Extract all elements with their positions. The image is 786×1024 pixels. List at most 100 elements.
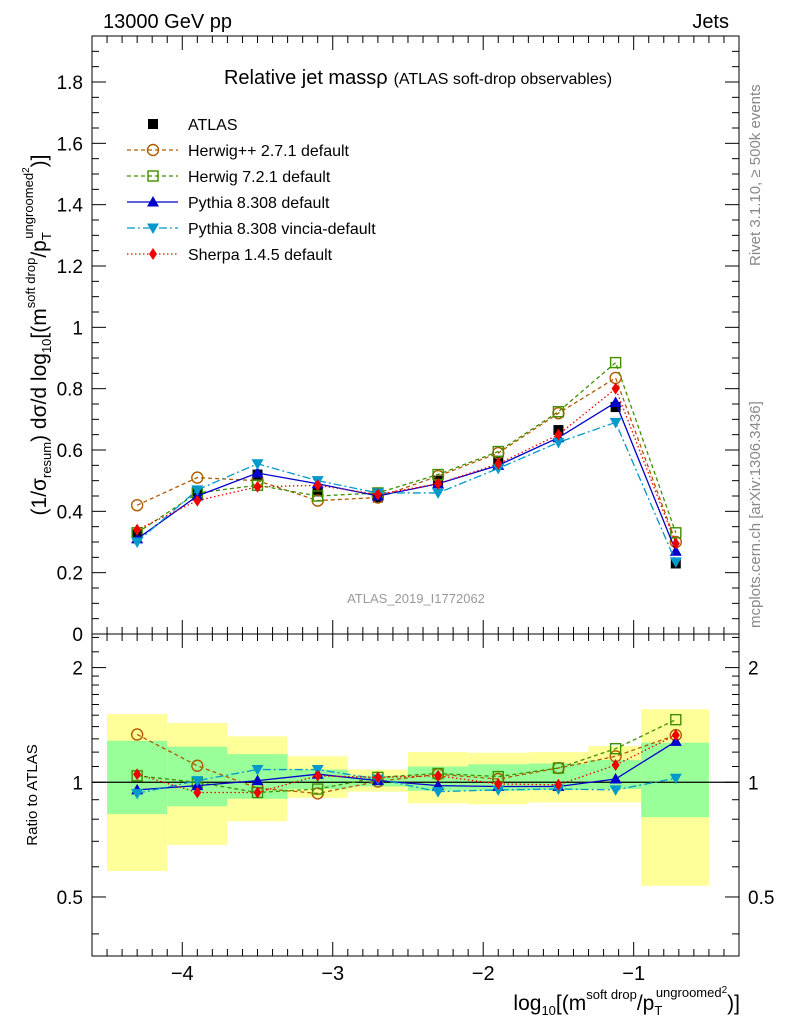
series-line (136, 401, 677, 552)
data-point (373, 488, 382, 501)
ratio-data-point (609, 773, 622, 784)
series-herwig-2-7-1-default (130, 371, 683, 549)
chart-title: Relative jet massρ (224, 67, 388, 89)
ratio-data-point (251, 765, 264, 776)
data-point (492, 445, 504, 458)
ratio-data-point (609, 742, 622, 755)
data-point (251, 467, 264, 478)
data-point (611, 382, 620, 395)
x-tick-label: −1 (622, 963, 645, 985)
ratio-y-tick-label-left: 2 (72, 659, 83, 680)
x-tick-label: −2 (472, 963, 495, 985)
ratio-data-point (191, 776, 204, 787)
main-y-tick-label: 0.8 (57, 380, 83, 401)
series-line (136, 376, 677, 543)
legend-entry: ATLAS (148, 117, 238, 134)
legend-label: ATLAS (188, 117, 238, 134)
ratio-data-point (373, 771, 382, 784)
data-point (494, 457, 503, 470)
main-title: Relative jet massρ (ATLAS soft-drop obser… (224, 67, 612, 89)
ratio-data-point (313, 769, 322, 782)
legend-entry: Pythia 8.308 vincia-default (127, 221, 376, 238)
legend-marker (146, 143, 160, 157)
main-y-tick-label: 1.4 (57, 196, 84, 217)
ratio-series-line (137, 719, 677, 794)
ratio-y-tick-label-right: 2 (748, 659, 759, 680)
ratio-data-point (251, 774, 264, 786)
data-point (610, 402, 621, 413)
data-point (609, 396, 622, 407)
series-atlas (132, 402, 681, 569)
series-pythia-8-308-default (131, 396, 682, 556)
main-y-tick-label: 0.2 (57, 564, 83, 585)
ratio-data-point (133, 768, 142, 781)
ratio-data-point (311, 783, 324, 795)
chart-subtitle: (ATLAS soft-drop observables) (394, 71, 612, 88)
ratio-series-line (136, 733, 677, 795)
ratio-y-tick-label-right: 0.5 (748, 888, 774, 909)
data-point (554, 428, 563, 441)
data-point (253, 480, 262, 493)
ratio-data-point (434, 769, 443, 782)
data-point (434, 477, 443, 490)
ratio-data-point (611, 759, 620, 772)
legend-marker (148, 119, 158, 129)
series-pythia-8-308-vincia-default (131, 417, 682, 568)
ratio-series (130, 713, 683, 800)
data-point (130, 499, 144, 512)
x-tick-label: −4 (171, 963, 194, 985)
data-point (133, 523, 142, 536)
main-y-tick-label: 0.4 (57, 502, 84, 523)
ratio-data-point (432, 787, 445, 798)
ratio-data-point (130, 728, 144, 741)
main-y-tick-label: 1.6 (57, 134, 83, 155)
legend-marker (147, 170, 159, 182)
series-line (136, 421, 677, 563)
ratio-series-line (137, 740, 677, 791)
ratio-y-tick-label-left: 0.5 (57, 888, 83, 909)
legend-entry: Sherpa 1.4.5 default (127, 247, 333, 264)
main-y-tick-label: 0 (72, 625, 83, 646)
legend-entry: Herwig++ 2.7.1 default (127, 143, 350, 160)
ratio-series-line (137, 768, 676, 795)
main-y-tick-label: 1.8 (57, 73, 83, 94)
ratio-y-tick-label-left: 1 (72, 773, 83, 794)
svg-text:Relative jet massρ(ATLAS soft-: Relative jet massρ (ATLAS soft-drop obser… (224, 67, 612, 89)
ratio-data-point (552, 762, 565, 774)
rivet-label: Rivet 3.1.10, ≥ 500k events (747, 84, 764, 266)
main-series (130, 356, 683, 569)
legend-marker (149, 248, 157, 260)
ratio-data-point (554, 778, 563, 791)
ratio-data-point (671, 729, 680, 742)
main-y-tick-label: 0.6 (57, 441, 83, 462)
ratio-data-point (492, 785, 505, 796)
data-point (609, 356, 622, 369)
x-axis-label: log10[(msoft drop/pTungroomed2)] (513, 985, 740, 1018)
ratio-data-point (253, 786, 262, 799)
ratio-y-tick-label-right: 1 (748, 773, 759, 794)
legend: ATLAS Herwig++ 2.7.1 default Herwig 7.2.1 … (127, 117, 376, 264)
ratio-data-point (191, 759, 204, 772)
analysis-id: ATLAS_2019_I1772062 (347, 591, 485, 606)
data-point (191, 471, 204, 484)
data-point (669, 545, 682, 556)
data-point (671, 537, 680, 550)
legend-entry: Herwig 7.2.1 default (127, 169, 331, 186)
series-sherpa-1-4-5-default (133, 382, 680, 550)
data-point (313, 479, 322, 492)
ratio-y-axis-label: Ratio to ATLAS (24, 744, 41, 845)
header-right: Jets (692, 11, 729, 33)
legend-marker (147, 196, 159, 207)
data-point (669, 557, 682, 568)
mcplots-label: mcplots.cern.ch [arXiv:1306.3436] (747, 401, 764, 628)
header-left: 13000 GeV pp (103, 11, 232, 33)
ratio-data-point (669, 773, 682, 785)
main-y-tick-label: 1 (72, 318, 83, 339)
main-ticks: 0 0.2 0.4 0.6 0.8 1 1.2 1.4 1.6 1.8 (57, 35, 739, 646)
frames (91, 35, 740, 957)
ratio-data-point (131, 788, 144, 800)
series-line (136, 387, 677, 544)
data-point (552, 437, 565, 449)
main-y-axis-label: (1/σresum) dσ/d log10[(msoft drop/pTungr… (21, 155, 54, 516)
